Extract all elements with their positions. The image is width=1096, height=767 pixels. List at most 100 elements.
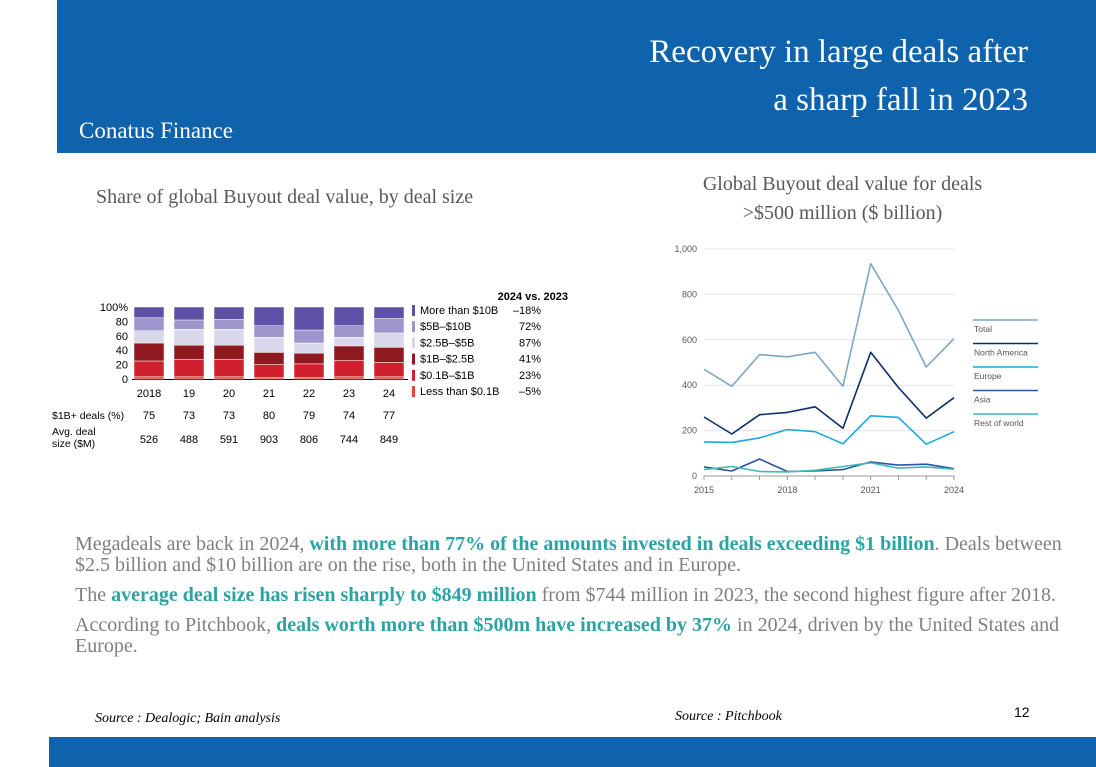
bar-segment [373,306,405,319]
legend-label: $1B–$2.5B [420,354,474,366]
legend-label: Total [974,324,992,334]
series-line [703,415,955,445]
right-subtitle-line-1: Global Buyout deal value for deals [702,173,983,195]
bar-segment [173,306,205,321]
line-chart: 0 200 400 600 800 1,000 2015 2018 2021 2024 Total N… [674,244,1038,495]
series-line [703,458,955,473]
legend-swatch [412,337,415,349]
row-value-avg-size: 903 [260,434,278,446]
source-right: Source : Pitchbook [675,709,782,724]
body-text-span: . Deals between $2.5 billion and $10 bil… [75,533,1062,576]
body-paragraph-3: According to Pitchbook, deals worth more… [75,615,1075,657]
legend-change: –5% [519,386,541,398]
bar-segment [213,359,245,378]
bar-segment [333,325,365,338]
body-text-span: According to Pitchbook, [75,614,277,636]
y-tick-label: 400 [682,380,697,390]
y-tick-label: 80 [116,316,128,328]
highlight-text: deals worth more than $500m have increas… [276,614,733,636]
y-tick-label: 60 [116,331,128,343]
legend-label: Europe [974,371,1002,381]
x-tick-label: 2024 [944,485,964,495]
right-chart-subtitle: Global Buyout deal value for deals >$500… [660,170,1025,228]
row-value-avg-size: 488 [180,434,198,446]
row-value-avg-size: 744 [340,434,358,446]
y-tick-label: 20 [116,360,128,372]
legend-swatch [412,305,415,316]
series-line [703,262,955,388]
row-value-avg-size: 526 [140,434,158,446]
bar-segment [373,376,405,380]
legend-label: $0.1B–$1B [420,370,474,382]
legend-change: 72% [519,321,541,333]
bar-segment [213,376,245,380]
bar-segment [373,318,405,334]
x-tick-label: 2015 [694,485,714,495]
body-paragraph-1: Megadeals are back in 2024, with more th… [75,534,1075,576]
bar-segment [333,336,365,347]
row-value-large-deals: 75 [143,410,155,422]
legend-swatch [412,386,415,397]
body-text-span: from $744 million in 2023, the second hi… [536,584,1056,606]
legend-swatch [412,369,415,381]
bar-segment [133,376,165,380]
bar-segment [293,306,325,331]
row-value-large-deals: 80 [263,410,275,422]
y-tick-label: 40 [116,345,128,357]
bar-segment [173,329,205,346]
x-tick-label: 23 [343,388,355,400]
bar-segment [133,360,165,378]
highlight-text: with more than 77% of the amounts invest… [309,533,935,555]
bar-segment [173,359,205,378]
bar-segment [253,336,285,353]
row-label-large-deals: $1B+ deals (%) [52,410,124,422]
page-number: 12 [1014,704,1030,720]
bar-segment [173,344,205,360]
x-tick-label: 2018 [137,388,161,400]
series-line [703,351,955,435]
row-value-avg-size: 591 [220,434,238,446]
x-tick-label: 2018 [777,485,797,495]
bar-segment [333,306,365,326]
bar-segment [293,352,325,365]
y-tick-label: 800 [682,289,697,299]
bar-segment [213,318,245,330]
legend-change: –18% [513,305,541,317]
page-title: Recovery in large deals after a sharp fa… [649,28,1028,124]
legend-label: Less than $0.1B [420,386,500,398]
x-tick-label: 2021 [861,485,881,495]
body-text-span: The [75,584,112,606]
row-value-avg-size: 849 [380,434,398,446]
y-tick-label: 0 [692,471,697,481]
row-value-avg-size: 806 [300,434,318,446]
bar-segment [253,306,285,326]
body-paragraph-2: The average deal size has risen sharply … [75,585,1075,606]
right-subtitle-line-2: >$500 million ($ billion) [742,202,943,224]
legend-label: More than $10B [420,305,498,317]
x-tick-label: 20 [223,388,235,400]
legend-change: 41% [519,354,541,366]
bar-segment [133,330,165,344]
row-value-large-deals: 77 [383,410,395,422]
bar-segment [373,362,405,378]
y-tick-label: 100% [100,302,128,314]
bar-segment [333,376,365,380]
bar-segment [213,344,245,360]
legend-change: 87% [519,337,541,349]
bar-segment [133,317,165,332]
bar-segment [253,352,285,365]
legend-label: Rest of world [974,418,1024,428]
bar-segment [333,360,365,378]
x-tick-label: 19 [183,388,195,400]
bar-segment [293,363,325,378]
bar-segment [133,306,165,319]
bar-segment [133,342,165,362]
bar-segment [333,345,365,361]
row-value-large-deals: 73 [183,410,195,422]
x-tick-label: 22 [303,388,315,400]
series-line [703,462,955,473]
row-value-large-deals: 74 [343,410,355,422]
body-text: Megadeals are back in 2024, with more th… [75,534,1075,666]
y-tick-label: 200 [682,426,697,436]
y-tick-label: 1,000 [674,244,697,254]
